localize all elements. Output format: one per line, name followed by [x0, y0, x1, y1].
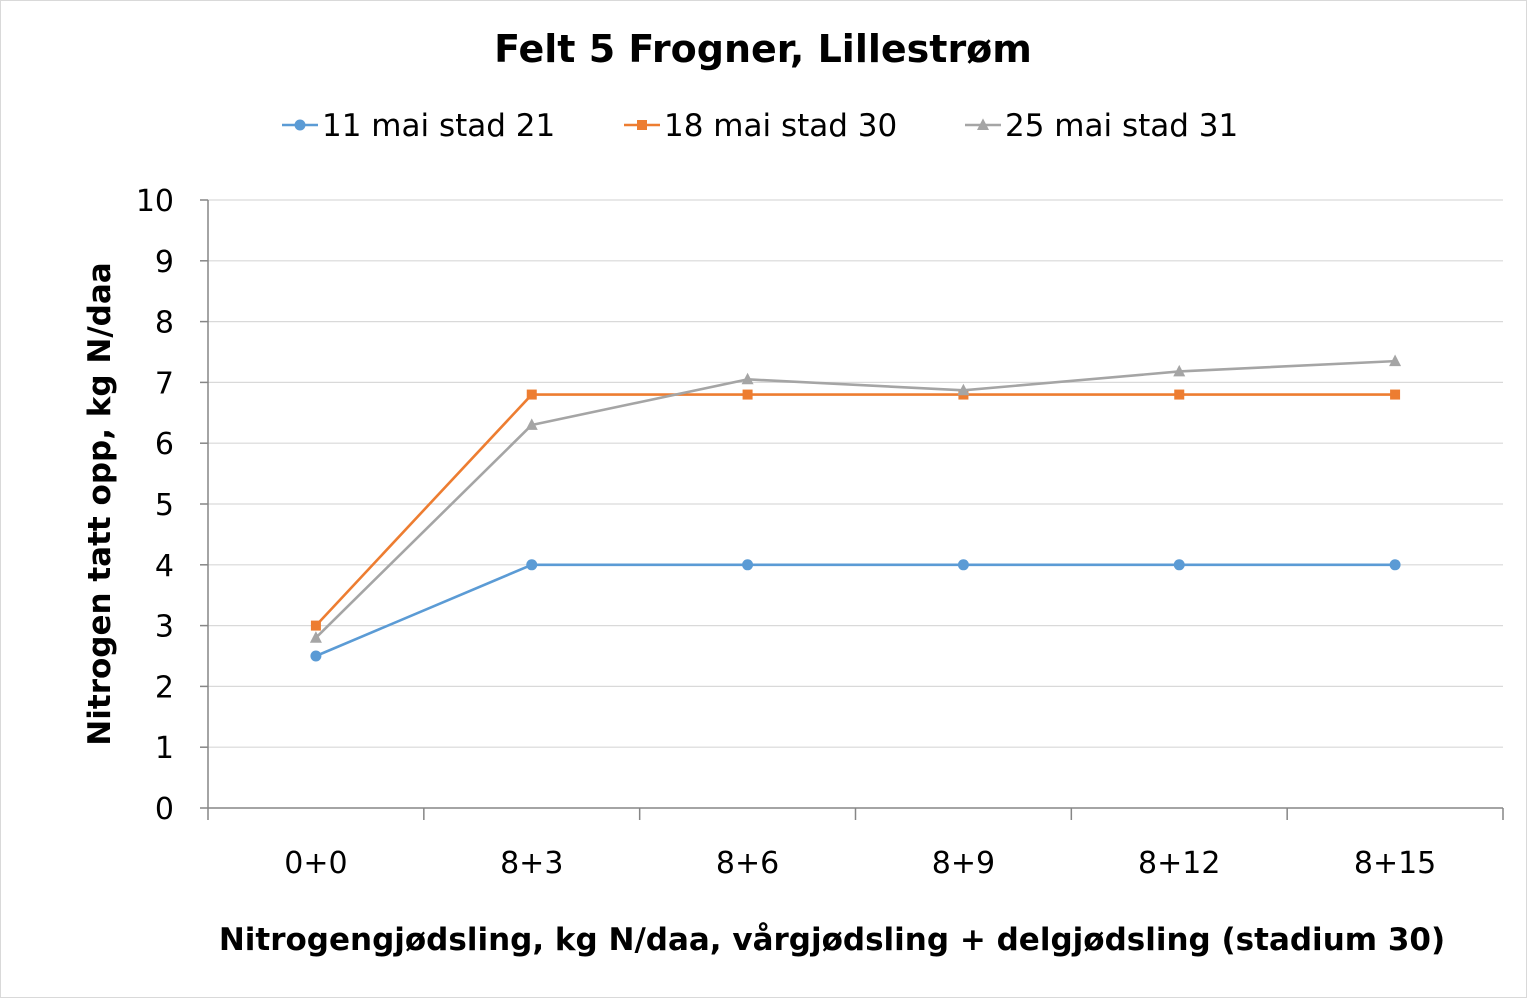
y-tick-label: 4	[155, 549, 174, 584]
data-point	[1389, 354, 1402, 367]
x-tick-label: 0+0	[284, 846, 347, 881]
data-point	[1174, 389, 1185, 400]
x-tick-label: 8+15	[1354, 846, 1436, 881]
y-tick-label: 2	[155, 670, 174, 705]
series-line-3	[315, 359, 1396, 639]
series-line-1	[315, 563, 1396, 658]
data-point	[1389, 559, 1401, 571]
axes	[200, 199, 1504, 820]
series-group	[309, 354, 1402, 662]
data-point	[1173, 364, 1186, 377]
series-2	[310, 389, 1401, 631]
series-1	[310, 559, 1401, 662]
data-point	[741, 372, 754, 385]
series-line-2	[314, 393, 1396, 627]
x-tick-label: 8+3	[500, 846, 563, 881]
data-point	[1390, 389, 1401, 400]
y-tick-label: 8	[155, 306, 174, 341]
legend-item-3: 25 mai stad 31	[965, 108, 1238, 144]
y-tick-label: 9	[155, 245, 174, 280]
data-point	[526, 389, 537, 400]
y-tick-labels: 0 1 2 3 4 5 6 7 8 9 10	[136, 184, 174, 827]
gridlines	[208, 199, 1503, 748]
data-point	[1173, 559, 1185, 571]
legend-marker	[294, 119, 306, 131]
y-tick-label: 7	[155, 366, 174, 401]
y-tick-label: 10	[136, 184, 174, 219]
data-point	[957, 383, 970, 396]
data-point	[526, 559, 538, 571]
data-point	[957, 559, 969, 571]
legend-marker	[977, 118, 989, 130]
y-tick-label: 6	[155, 427, 174, 462]
legend-item-1: 11 mai stad 21	[282, 108, 555, 144]
data-point	[525, 418, 538, 430]
data-point	[742, 559, 754, 571]
legend-label: 18 mai stad 30	[664, 108, 897, 144]
x-tick-label: 8+9	[932, 846, 995, 881]
x-tick-label: 8+6	[716, 846, 779, 881]
legend-item-2: 18 mai stad 30	[624, 108, 897, 144]
chart-title: Felt 5 Frogner, Lillestrøm	[494, 27, 1032, 71]
legend-label: 25 mai stad 31	[1005, 108, 1238, 144]
x-tick-label: 8+12	[1138, 846, 1220, 881]
y-axis-title: Nitrogen tatt opp, kg N/daa	[82, 262, 118, 745]
x-tick-labels: 0+0 8+3 8+6 8+9 8+12 8+15	[284, 846, 1436, 881]
data-point	[310, 650, 322, 662]
data-point	[742, 389, 753, 400]
data-point	[310, 620, 321, 631]
legend: 11 mai stad 21 18 mai stad 30 25 mai stad …	[282, 108, 1238, 144]
series-3	[309, 354, 1402, 643]
y-tick-label: 1	[155, 731, 174, 766]
y-tick-label: 5	[155, 488, 174, 523]
data-point	[309, 631, 322, 643]
y-tick-label: 0	[155, 792, 174, 827]
legend-marker	[637, 120, 647, 130]
y-tick-label: 3	[155, 610, 174, 645]
x-axis-title: Nitrogengjødsling, kg N/daa, vårgjødslin…	[219, 922, 1445, 958]
legend-label: 11 mai stad 21	[322, 108, 555, 144]
